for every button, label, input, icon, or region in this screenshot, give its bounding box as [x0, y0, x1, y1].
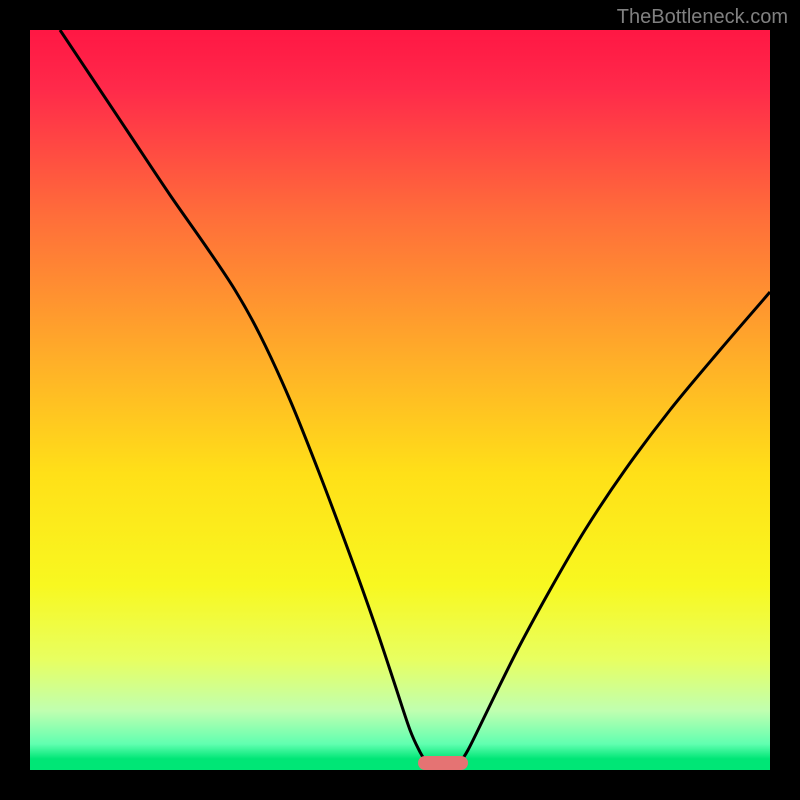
optimal-marker — [418, 756, 468, 770]
chart-svg — [30, 30, 770, 770]
watermark-text: TheBottleneck.com — [617, 6, 788, 29]
chart-background — [30, 30, 770, 770]
bottleneck-chart — [30, 30, 770, 770]
